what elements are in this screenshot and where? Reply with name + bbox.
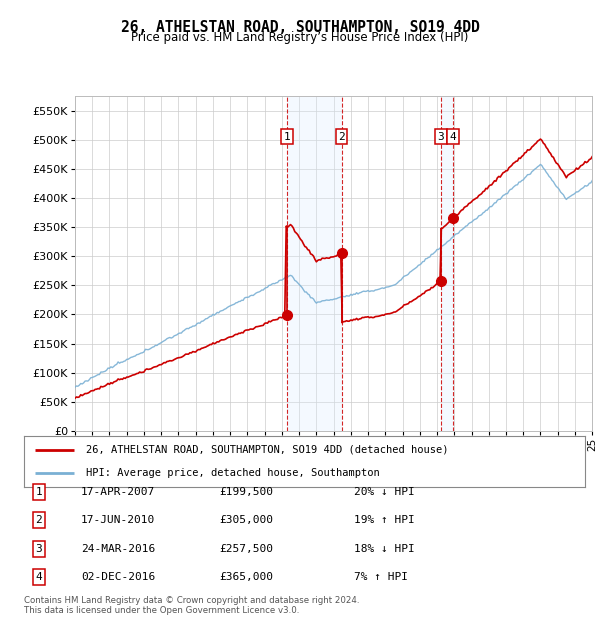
Text: £199,500: £199,500 bbox=[219, 487, 273, 497]
Bar bbox=[287, 96, 341, 431]
Text: 24-MAR-2016: 24-MAR-2016 bbox=[81, 544, 155, 554]
Text: 7% ↑ HPI: 7% ↑ HPI bbox=[354, 572, 408, 582]
Text: 3: 3 bbox=[35, 544, 43, 554]
Text: 18% ↓ HPI: 18% ↓ HPI bbox=[354, 544, 415, 554]
Text: 17-JUN-2010: 17-JUN-2010 bbox=[81, 515, 155, 525]
Text: Price paid vs. HM Land Registry’s House Price Index (HPI): Price paid vs. HM Land Registry’s House … bbox=[131, 31, 469, 44]
Text: £365,000: £365,000 bbox=[219, 572, 273, 582]
Text: 1: 1 bbox=[35, 487, 43, 497]
Text: Contains HM Land Registry data © Crown copyright and database right 2024.
This d: Contains HM Land Registry data © Crown c… bbox=[24, 596, 359, 615]
Text: 4: 4 bbox=[35, 572, 43, 582]
Text: 20% ↓ HPI: 20% ↓ HPI bbox=[354, 487, 415, 497]
Text: £257,500: £257,500 bbox=[219, 544, 273, 554]
Bar bbox=[441, 96, 453, 431]
Text: HPI: Average price, detached house, Southampton: HPI: Average price, detached house, Sout… bbox=[86, 468, 379, 478]
Text: £305,000: £305,000 bbox=[219, 515, 273, 525]
Text: 17-APR-2007: 17-APR-2007 bbox=[81, 487, 155, 497]
Text: 4: 4 bbox=[449, 132, 456, 142]
Text: 02-DEC-2016: 02-DEC-2016 bbox=[81, 572, 155, 582]
Text: 1: 1 bbox=[284, 132, 290, 142]
Text: 2: 2 bbox=[338, 132, 345, 142]
Text: 3: 3 bbox=[437, 132, 445, 142]
Text: 19% ↑ HPI: 19% ↑ HPI bbox=[354, 515, 415, 525]
Text: 26, ATHELSTAN ROAD, SOUTHAMPTON, SO19 4DD: 26, ATHELSTAN ROAD, SOUTHAMPTON, SO19 4D… bbox=[121, 20, 479, 35]
Text: 2: 2 bbox=[35, 515, 43, 525]
Text: 26, ATHELSTAN ROAD, SOUTHAMPTON, SO19 4DD (detached house): 26, ATHELSTAN ROAD, SOUTHAMPTON, SO19 4D… bbox=[86, 445, 448, 454]
